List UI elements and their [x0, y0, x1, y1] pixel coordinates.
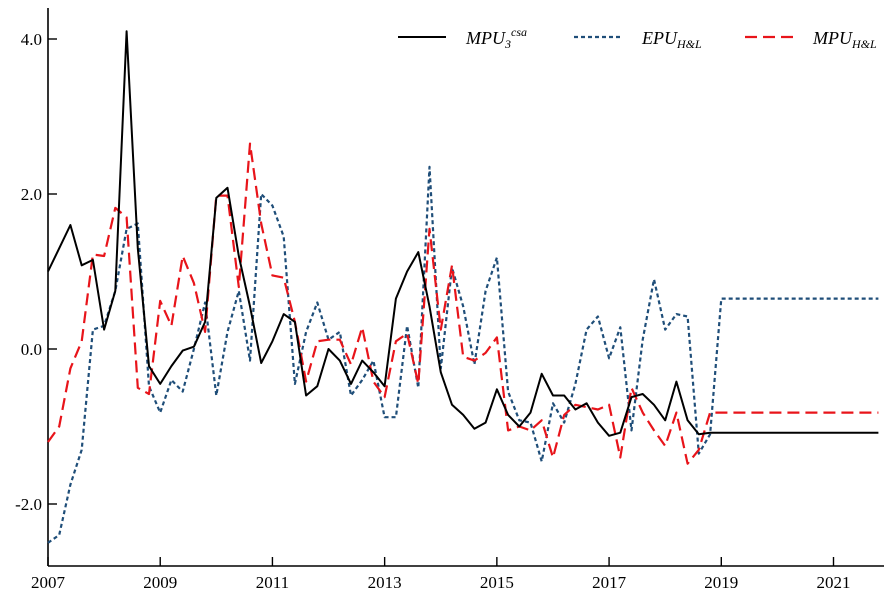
legend-item-2: MPUH&L: [745, 28, 877, 51]
x-tick-label: 2007: [31, 573, 66, 592]
x-tick-label: 2019: [704, 573, 738, 592]
legend: MPU3csa EPUH&L MPUH&L: [398, 25, 877, 51]
x-tick-label: 2009: [143, 573, 177, 592]
series-line-0: [47, 30, 879, 437]
y-tick-label: 2.0: [21, 185, 42, 204]
y-tick-label: -2.0: [15, 495, 42, 514]
y-tick-label: 4.0: [21, 30, 42, 49]
legend-item-1: EPUH&L: [574, 28, 702, 51]
x-tick-label: 2015: [480, 573, 514, 592]
legend-label: MPU3csa: [465, 25, 527, 51]
x-tick-label: 2013: [368, 573, 402, 592]
ticks: 2007 2009 2011 2013 2015 2017 2019 2021 -2.0 0.0 2…: [15, 30, 850, 592]
axes: [47, 8, 884, 567]
series-line-2: [47, 142, 879, 465]
y-tick-label: 0.0: [21, 340, 42, 359]
x-tick-label: 2021: [817, 573, 851, 592]
legend-label: MPUH&L: [812, 28, 877, 51]
x-tick-label: 2017: [592, 573, 627, 592]
series-layer: [47, 30, 879, 544]
series-line-1: [47, 165, 879, 544]
legend-item-0: MPU3csa: [398, 25, 527, 51]
x-tick-label: 2011: [256, 573, 289, 592]
legend-label: EPUH&L: [641, 28, 702, 51]
